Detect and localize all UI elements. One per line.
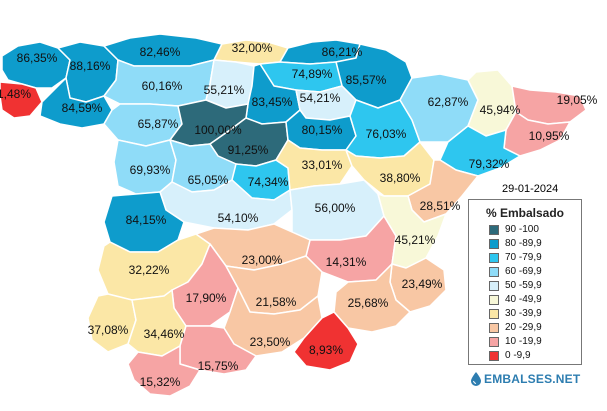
legend-label: 60 -69,9 bbox=[505, 266, 542, 277]
region-palencia[interactable] bbox=[205, 59, 255, 109]
legend-label: 40 -49,9 bbox=[505, 294, 542, 305]
region-cadiz[interactable] bbox=[127, 345, 201, 397]
legend-swatch bbox=[489, 253, 499, 263]
legend-swatch bbox=[489, 225, 499, 235]
legend-swatch bbox=[489, 281, 499, 291]
region-a-coruna[interactable] bbox=[1, 41, 71, 89]
legend-title: % Embalsado bbox=[485, 206, 565, 220]
legend-label: 50 -59,9 bbox=[505, 280, 542, 291]
legend-label: 0 -9,9 bbox=[505, 350, 531, 361]
legend-swatch bbox=[489, 295, 499, 305]
region-leon[interactable] bbox=[103, 59, 215, 107]
region-valencia[interactable] bbox=[377, 193, 447, 269]
legend-label: 80 -89,9 bbox=[505, 238, 542, 249]
legend-label: 30 -39,9 bbox=[505, 308, 542, 319]
legend-label: 70 -79,9 bbox=[505, 252, 542, 263]
region-murcia[interactable] bbox=[333, 263, 411, 333]
map-date: 29-01-2024 bbox=[502, 183, 559, 195]
region-soria[interactable] bbox=[295, 85, 357, 121]
water-drop-icon bbox=[471, 372, 481, 386]
legend-label: 20 -29,9 bbox=[505, 322, 542, 333]
region-almeria[interactable] bbox=[293, 311, 359, 371]
brand-name: EMBALSES.NET bbox=[484, 372, 581, 386]
legend-swatch bbox=[489, 323, 499, 333]
legend-swatch bbox=[489, 267, 499, 277]
legend-swatch bbox=[489, 351, 499, 361]
legend-label: 90 -100 bbox=[505, 224, 539, 235]
legend-label: 10 -19,9 bbox=[505, 336, 542, 347]
legend: % Embalsado 90 -100 80 -89,9 70 -79,9 60… bbox=[468, 199, 582, 365]
region-pontevedra[interactable] bbox=[0, 81, 43, 119]
legend-swatch bbox=[489, 337, 499, 347]
legend-swatch bbox=[489, 309, 499, 319]
legend-swatch bbox=[489, 239, 499, 249]
region-teruel[interactable] bbox=[345, 141, 435, 197]
